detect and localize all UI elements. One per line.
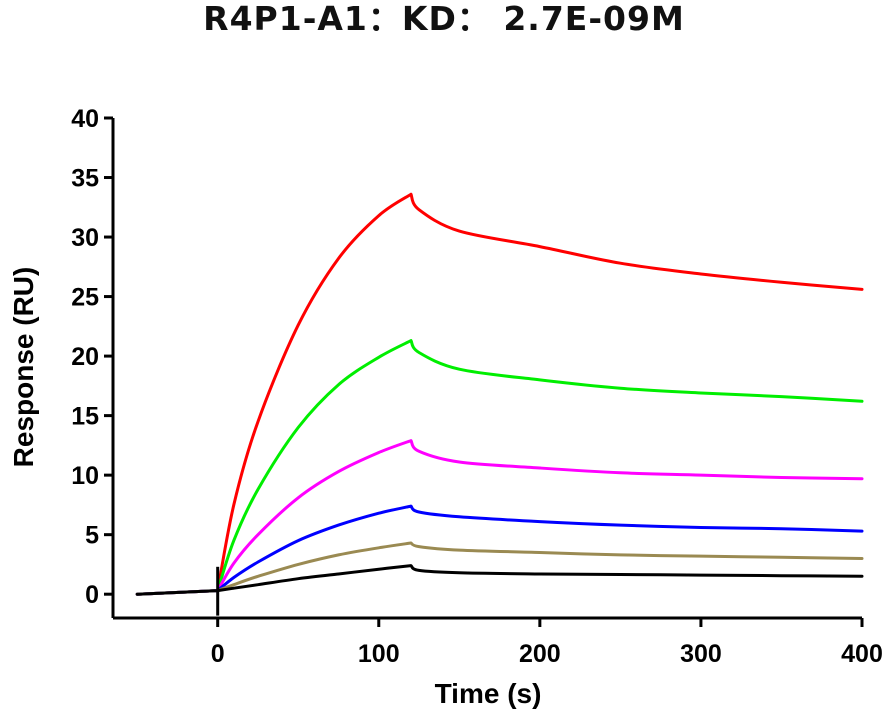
x-tick-label: 100 — [358, 640, 400, 668]
x-axis-label: Time (s) — [435, 678, 542, 709]
y-tick-label: 15 — [71, 403, 99, 431]
y-tick-label: 10 — [71, 462, 99, 490]
series-line-6 — [135, 564, 864, 596]
y-tick-label: 25 — [71, 284, 99, 312]
x-tick-label: 300 — [680, 640, 722, 668]
x-tick-label: 0 — [211, 640, 225, 668]
y-ticks: 0 5 10 15 20 25 30 35 40 — [71, 105, 113, 609]
x-ticks: 0 100 200 300 400 — [211, 618, 883, 668]
y-tick-label: 30 — [71, 224, 99, 252]
series-line-4 — [135, 504, 864, 596]
y-tick-label: 0 — [85, 581, 99, 609]
series-group — [135, 192, 864, 616]
y-tick-label: 40 — [71, 105, 99, 133]
y-tick-label: 20 — [71, 343, 99, 371]
y-tick-label: 35 — [71, 165, 99, 193]
x-tick-label: 200 — [519, 640, 561, 668]
series-line-1 — [135, 192, 864, 596]
x-tick-label: 400 — [841, 640, 883, 668]
y-tick-label: 5 — [85, 522, 99, 550]
y-axis-label: Response (RU) — [8, 267, 39, 468]
chart-title: R4P1-A1：KD： 2.7E-09M — [203, 0, 685, 38]
series-line-3 — [135, 439, 864, 596]
series-line-2 — [135, 339, 864, 596]
series-line-5 — [135, 541, 864, 596]
